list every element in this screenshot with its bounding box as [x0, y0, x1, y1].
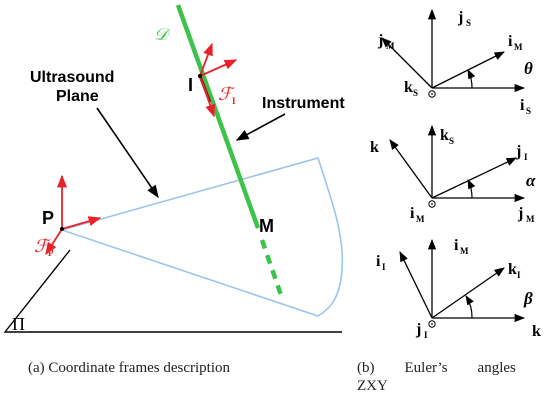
euler1-right-label: i	[520, 97, 525, 114]
euler2-upleft-label: k	[370, 139, 379, 156]
instrument-frame-label: ℱ	[218, 84, 235, 104]
euler1-rightup-label: i	[508, 33, 513, 50]
left-panel: Π 𝒟 I ℱ I Instrument Ultrasound Plane	[3, 4, 345, 334]
svg-text:M: M	[526, 214, 535, 224]
euler2-up-label: k	[440, 127, 449, 144]
euler2-right-label: j	[517, 205, 523, 222]
instrument-frame-sub: I	[232, 96, 236, 106]
euler1-angle-label: θ	[524, 59, 533, 78]
probe-point-label: P	[42, 208, 54, 228]
curve-label: 𝒟	[154, 25, 171, 44]
euler-frame-3: i M i I k I j I k β	[376, 237, 541, 340]
euler3-rightup-label: k	[508, 261, 517, 278]
svg-text:M: M	[416, 214, 425, 224]
euler2-angle-label: α	[526, 171, 536, 190]
euler3-up-label: i	[454, 237, 459, 254]
instrument-pointer-arrow	[235, 113, 286, 141]
svg-text:S: S	[466, 18, 471, 28]
svg-text:I: I	[517, 270, 521, 280]
euler-frame-1: j S j M i M k S i S θ	[377, 8, 533, 116]
svg-text:S: S	[413, 88, 418, 98]
euler3-right-label: k	[532, 323, 541, 340]
plane-outline	[3, 249, 342, 333]
svg-text:M: M	[514, 42, 523, 52]
intersection-point-label: M	[259, 216, 274, 236]
instrument-frame-axes	[198, 42, 238, 118]
euler1-up-label: j	[457, 9, 463, 26]
probe-frame-sub: P	[48, 248, 54, 258]
ultrasound-label-line2: Plane	[56, 88, 99, 105]
instrument-dashed-extension	[259, 239, 285, 299]
probe-frame-label: ℱ	[34, 236, 51, 256]
euler2-rightup-label: j	[515, 143, 521, 160]
probe-frame-axes	[45, 174, 102, 256]
instrument-label: Instrument	[262, 95, 345, 112]
instrument-point-label: I	[188, 75, 193, 95]
svg-text:I: I	[424, 330, 428, 340]
caption-a: (a) Coordinate frames description	[28, 360, 231, 376]
ultrasound-pointer-arrow	[96, 107, 159, 199]
instrument-line	[175, 4, 261, 229]
svg-text:S: S	[526, 106, 531, 116]
euler3-angle-label: β	[523, 289, 533, 308]
svg-text:S: S	[449, 136, 454, 146]
euler2-origin-label: i	[410, 205, 415, 222]
euler1-origin-label: k	[404, 79, 413, 96]
euler3-origin-label: j	[415, 321, 421, 338]
figure-canvas: Π 𝒟 I ℱ I Instrument Ultrasound Plane	[3, 4, 541, 340]
ultrasound-fan	[59, 157, 344, 317]
svg-text:M: M	[386, 41, 395, 51]
ultrasound-label-line1: Ultrasound	[30, 69, 114, 86]
euler-frame-2: k S k j I i M j M α	[370, 124, 536, 224]
svg-text:M: M	[460, 246, 469, 256]
svg-text:I: I	[382, 262, 386, 272]
plane-label: Π	[12, 314, 25, 334]
euler1-upleft-label: j	[377, 32, 383, 49]
caption-b-line2: ZXY	[357, 378, 388, 394]
svg-text:I: I	[524, 152, 528, 162]
euler3-upleft-label: i	[376, 253, 381, 270]
caption-b-line1: (b) Euler’s angles	[357, 360, 516, 376]
